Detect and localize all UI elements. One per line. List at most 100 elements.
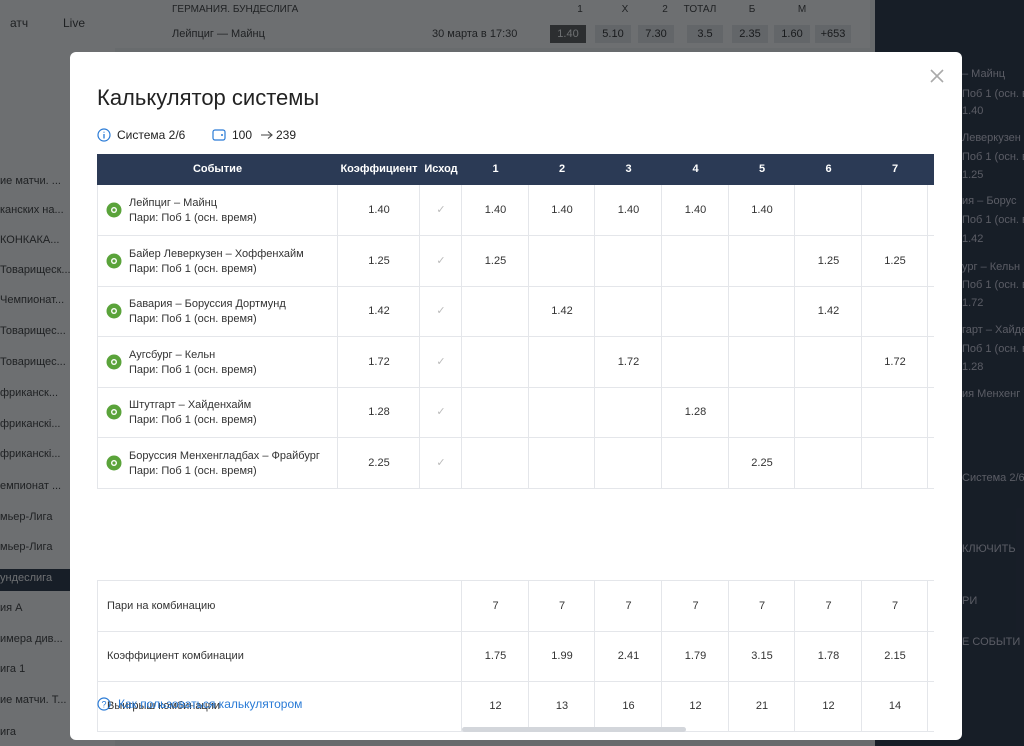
summary-label: Пари на комбинацию <box>107 600 216 612</box>
sport-icon <box>106 404 122 420</box>
outcome-check: ✓ <box>436 204 446 216</box>
event-name: Аугсбург – Кельн <box>129 348 216 361</box>
cell-border <box>528 286 529 337</box>
event-odds: 1.72 <box>368 355 390 368</box>
row-border-left <box>97 185 98 236</box>
cell-border <box>528 581 529 632</box>
row-border-left <box>97 437 98 489</box>
column-header: Событие <box>192 163 243 175</box>
summary-value: 12 <box>689 700 702 712</box>
combo-odds: 1.25 <box>484 254 507 267</box>
svg-text:?: ? <box>101 700 106 710</box>
cell-border <box>661 581 662 632</box>
summary-value: 2.41 <box>617 649 640 662</box>
cell-border <box>461 286 462 337</box>
cell-border <box>794 681 795 732</box>
event-name: Лейпциг – Майнц <box>129 197 218 209</box>
cell-border <box>661 630 662 682</box>
cell-border <box>528 336 529 388</box>
summary-value: 1.99 <box>551 649 573 662</box>
cell-border <box>461 630 462 682</box>
event-bet: Пари: Поб 1 (осн. время) <box>129 262 257 275</box>
cell-border <box>594 185 595 236</box>
summary-row: Пари на комбинацию 7 7 7 7 7 7 7 <box>97 580 934 632</box>
summary-value: 1.78 <box>817 649 840 662</box>
row-border-left <box>97 286 98 337</box>
column-header: 3 <box>625 163 632 175</box>
outcome-check: ✓ <box>436 456 446 469</box>
cell-border <box>861 336 862 388</box>
scrollbar[interactable] <box>462 727 686 732</box>
combo-odds: 1.40 <box>484 204 507 216</box>
row-border-left <box>97 387 98 438</box>
row-border-left <box>97 681 98 732</box>
cell-border <box>419 235 420 287</box>
info-icon <box>97 128 111 142</box>
help-link[interactable]: Как пользоваться калькулятором <box>118 697 303 711</box>
cell-border <box>728 681 729 732</box>
column-header: Коэффициент <box>340 163 418 175</box>
cell-border <box>728 185 729 236</box>
event-row: Боруссия Менхенгладбах – Фрайбург Пари: П… <box>97 437 934 489</box>
summary-value: 21 <box>755 700 769 712</box>
cell-border <box>594 437 595 489</box>
cell-border <box>528 437 529 489</box>
event-odds: 1.28 <box>368 406 390 418</box>
column-header: 1 <box>492 163 499 175</box>
cell-border <box>661 185 662 236</box>
combo-odds: 2.25 <box>751 456 773 469</box>
cell-border <box>927 336 928 388</box>
cell-border <box>419 387 420 438</box>
close-button[interactable] <box>930 69 944 83</box>
column-header: 7 <box>891 163 899 175</box>
cell-border <box>461 437 462 489</box>
event-row: Штутгарт – Хайденхайм Пари: Поб 1 (осн. в… <box>97 387 934 438</box>
cell-border <box>728 437 729 489</box>
cell-border <box>728 235 729 287</box>
combo-odds: 1.40 <box>551 204 573 216</box>
event-odds: 2.25 <box>368 456 390 469</box>
cell-border <box>419 185 420 236</box>
combo-odds: 1.40 <box>684 204 707 216</box>
event-odds: 1.25 <box>368 254 390 267</box>
cell-border <box>594 681 595 732</box>
summary-value: 14 <box>888 700 902 712</box>
event-bet: Пари: Поб 1 (осн. время) <box>129 414 257 426</box>
summary-value: 7 <box>558 600 566 612</box>
cell-border <box>794 581 795 632</box>
summary-value: 7 <box>825 600 832 612</box>
combo-odds: 1.42 <box>551 305 573 317</box>
summary-label: Выигрыш комбинации <box>107 700 221 712</box>
combo-odds: 1.25 <box>817 254 840 267</box>
event-name: Боруссия Менхенгладбах – Фрайбург <box>129 449 320 462</box>
event-bet: Пари: Поб 1 (осн. время) <box>129 363 257 376</box>
column-header: 4 <box>692 163 699 175</box>
cell-border <box>419 286 420 337</box>
summary-value: 7 <box>758 600 766 612</box>
cell-border <box>461 387 462 438</box>
sport-icon <box>106 202 122 218</box>
event-name: Штутгарт – Хайденхайм <box>129 399 252 411</box>
combo-odds: 1.72 <box>884 355 906 368</box>
cell-border <box>528 630 529 682</box>
cell-border <box>861 235 862 287</box>
event-bet: Пари: Поб 1 (осн. время) <box>129 313 257 325</box>
cell-border <box>661 336 662 388</box>
system-type: Система 2/6 <box>117 128 186 142</box>
cell-border <box>461 185 462 236</box>
summary-value: 7 <box>492 600 499 612</box>
cell-border <box>794 336 795 388</box>
event-row: Аугсбург – Кельн Пари: Поб 1 (осн. время)… <box>97 336 934 388</box>
modal: Калькулятор системы Система 2/6 100 239 … <box>70 52 962 740</box>
cell-border <box>337 437 338 489</box>
cell-border <box>337 235 338 287</box>
combo-odds: 1.40 <box>751 204 773 216</box>
cell-border <box>861 681 862 732</box>
column-header: 2 <box>558 163 566 175</box>
cell-border <box>861 437 862 489</box>
combo-odds: 1.72 <box>617 355 640 368</box>
summary-value: 1.75 <box>484 649 507 662</box>
cell-border <box>728 387 729 438</box>
summary-value: 7 <box>625 600 632 612</box>
calc-table: Событие Коэффициент Исход 1 2 3 4 5 6 7 Лейпциг – … <box>97 154 934 734</box>
